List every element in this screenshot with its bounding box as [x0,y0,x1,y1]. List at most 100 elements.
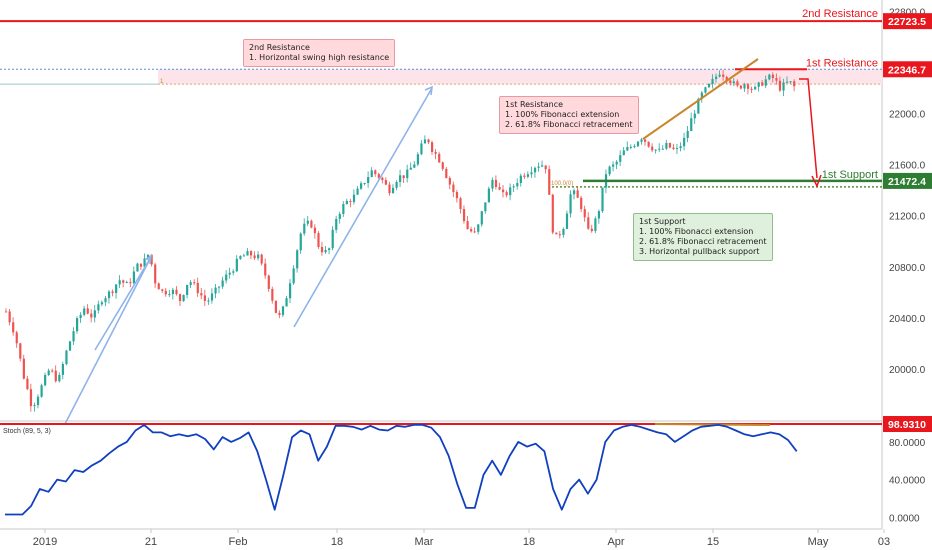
candle-body [381,177,384,181]
candle-body [754,86,757,90]
candle-body [427,139,430,143]
candle-body [644,139,647,142]
candle-body [264,263,267,276]
candle-body [416,154,419,165]
candle-body [722,74,725,77]
candle-body [51,370,54,372]
stoch-title: Stoch (89, 5, 3) [3,428,51,435]
time-tick-label: 18 [523,536,535,548]
candle-body [771,74,774,79]
candle-body [636,141,640,147]
candle-body [406,169,409,179]
candle-body [739,85,743,89]
candle-body [12,322,15,333]
candle-body [693,113,696,119]
time-tick-label: 03 [878,536,890,548]
candle-body [675,148,679,150]
candle-body [434,151,437,154]
candle-body [324,250,327,253]
candle-body [647,141,650,147]
candle-body [377,174,380,178]
candle-body [161,289,164,291]
label-1st-resistance: 1st Resistance [806,57,878,69]
candle-body [225,274,228,281]
candle-body [352,194,356,202]
candle-body [367,177,370,184]
candle-body [718,74,721,77]
candle-body [65,350,68,365]
candle-body [537,166,540,168]
time-tick-label: Apr [607,536,624,548]
candle-body [786,81,789,83]
candle-body [33,405,36,407]
candle-body [548,169,551,195]
candle-body [462,209,466,222]
candle-body [555,232,558,235]
candle-body [313,227,317,234]
candle-body [15,332,18,344]
candle-body [296,250,299,269]
drawing-overlay: 2nd Resistance 1st Resistance 1st Support [0,8,882,425]
candle-body [246,251,249,256]
candle-body [466,221,469,230]
candle-body [338,214,341,219]
note-1st-support: 1st Support 1. 100% Fibonacci extension … [633,213,773,261]
candle-body [317,233,320,247]
candle-body [533,167,537,173]
fib-label-1: 1 [160,79,164,85]
candle-body [97,304,100,311]
candle-body [320,246,324,253]
candle-body [388,184,391,194]
price-tick-label: 20800.0 [889,263,926,274]
candle-body [374,170,377,175]
candle-body [452,184,455,193]
candle-body [399,175,402,183]
candle-body [26,378,29,390]
candle-body [47,370,50,375]
candle-body [580,197,583,210]
candle-body [235,258,238,272]
candle-body [711,78,714,84]
candle-body [90,313,93,318]
stoch-line [5,423,798,516]
candle-body [438,153,441,163]
note-2nd-resistance: 2nd Resistance 1. Horizontal swing high … [243,39,396,67]
candle-body [178,294,182,301]
candle-body [455,192,459,199]
candle-body [189,282,192,285]
candle-body [679,146,682,149]
candle-body [210,293,214,301]
candle-body [349,200,352,202]
candle-body [431,142,434,152]
time-tick-label: 15 [707,536,719,548]
candle-body [182,294,185,301]
candle-body [597,211,601,219]
candle-body [86,308,89,314]
candle-body [746,84,750,89]
candle-body [19,343,22,359]
time-tick-label: Feb [229,536,248,548]
candle-body [274,300,277,313]
candle-body [629,146,632,148]
stochastic-pane: Stoch (89, 5, 3) [0,423,882,516]
candle-body [519,175,522,183]
candle-body [516,182,519,187]
time-tick-label: 2019 [33,536,57,548]
candle-body [551,194,554,233]
candle-body [626,147,629,151]
candle-body [207,300,210,302]
candle-body [502,189,505,193]
stoch-level-value: 98.9310 [888,419,926,431]
candle-body [619,155,622,162]
candle-body [257,254,260,259]
candle-body [505,192,508,196]
candle-body [44,374,47,386]
candle-body [459,198,462,210]
candle-body [186,284,189,295]
candle-body [281,306,285,315]
candle-body [175,289,178,295]
candle-body [704,87,707,93]
price-tick-label: 22000.0 [889,110,926,121]
candle-body [658,148,661,150]
time-tick-label: Mar [415,536,434,548]
